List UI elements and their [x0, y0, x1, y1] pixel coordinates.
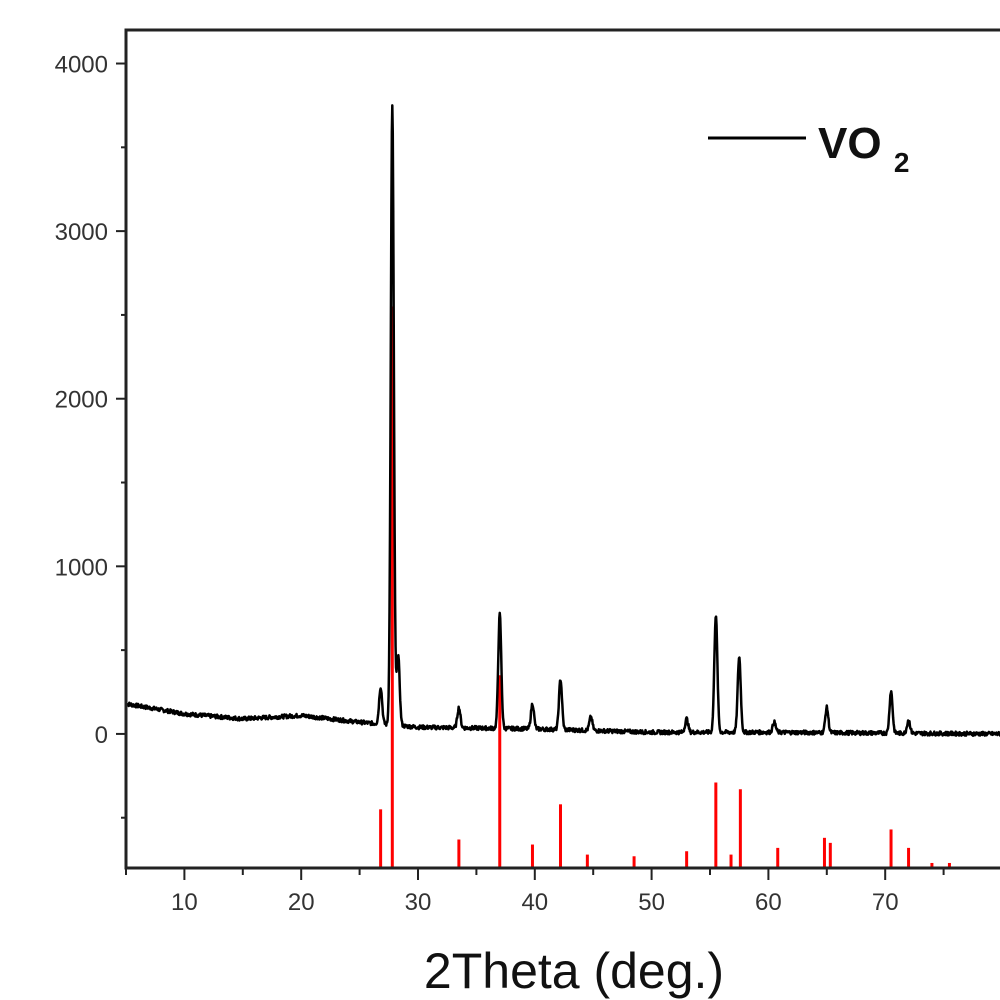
- x-tick-label: 40: [521, 889, 548, 916]
- x-axis-ticks: 10 20 30 40 50 60 70: [125, 868, 945, 916]
- x-tick-label: 70: [872, 889, 899, 916]
- x-tick-label: 20: [288, 889, 315, 916]
- vo2-series-line: [125, 104, 1000, 737]
- y-tick-label: 4000: [55, 52, 108, 79]
- legend-label-main: VO: [818, 119, 882, 168]
- legend-label-subscript: 2: [894, 147, 910, 178]
- x-tick-label: 50: [638, 889, 665, 916]
- y-tick-label: 3000: [55, 219, 108, 246]
- y-tick-label: 2000: [55, 387, 108, 414]
- x-tick-label: 10: [171, 889, 198, 916]
- y-tick-label: 0: [95, 722, 108, 749]
- x-tick-label: 60: [755, 889, 782, 916]
- y-tick-label: 1000: [55, 554, 108, 581]
- plot-frame: [124, 28, 1000, 870]
- reference-sticks-layer: [379, 306, 951, 868]
- legend: VO 2: [708, 119, 909, 178]
- x-tick-label: 30: [405, 889, 432, 916]
- x-axis-label: 2Theta (deg.): [424, 943, 724, 999]
- y-axis-ticks: 0 1000 2000 3000 4000: [55, 52, 126, 819]
- legend-label-vo2: VO 2: [818, 119, 909, 178]
